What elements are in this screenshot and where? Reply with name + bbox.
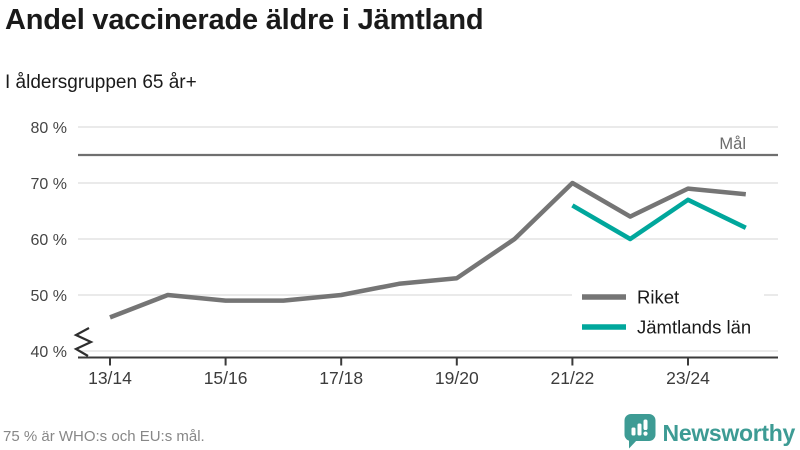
newsworthy-wordmark: Newsworthy: [662, 419, 796, 446]
x-tick-label: 13/14: [88, 368, 132, 388]
series-line-jamtland: [571, 197, 747, 242]
legend-background: [572, 282, 764, 346]
y-tick-label: 40 %: [31, 344, 67, 361]
x-tick-label: 17/18: [319, 368, 363, 388]
chart-subtitle: I åldersgruppen 65 år+: [5, 72, 197, 93]
y-tick-label: 60 %: [31, 232, 67, 249]
legend-label-riket: Riket: [637, 287, 679, 308]
x-tick-label: 15/16: [204, 368, 248, 388]
bar-chart-speech-bubble-icon: [623, 412, 657, 450]
axis-break-icon: [73, 327, 94, 357]
x-tick-label: 21/22: [551, 368, 595, 388]
series-line-riket: [109, 180, 747, 320]
x-tick-label: 23/24: [666, 368, 710, 388]
y-tick-label: 80 %: [31, 120, 67, 137]
goal-label: Mål: [719, 135, 746, 153]
newsworthy-logo: Newsworthy: [623, 412, 795, 450]
source-note: 75 % är WHO:s och EU:s mål.: [3, 428, 205, 445]
y-tick-label: 50 %: [31, 288, 67, 305]
page-title: Andel vaccinerade äldre i Jämtland: [5, 4, 484, 36]
y-tick-label: 70 %: [31, 176, 67, 193]
x-tick-label: 19/20: [435, 368, 479, 388]
legend-label-jamtland: Jämtlands län: [637, 317, 751, 338]
